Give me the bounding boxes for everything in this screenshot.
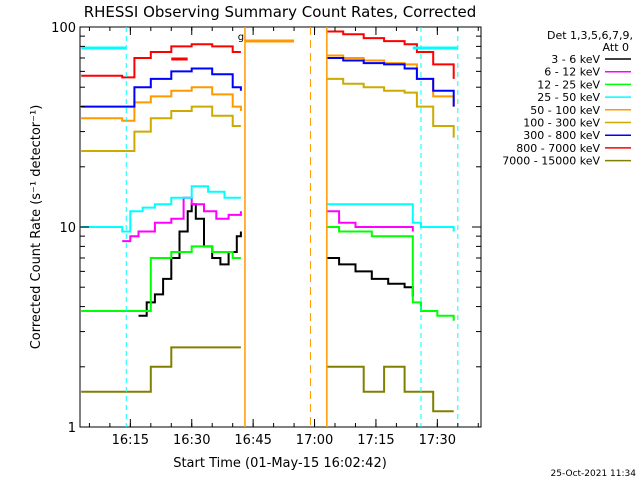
series-line-after-gap-6 <box>326 57 455 107</box>
event-layer: g <box>81 27 459 427</box>
series-layer <box>81 30 455 413</box>
x-tick-label-3: 17:00 <box>296 433 333 448</box>
series-line-7 <box>81 43 241 79</box>
legend-header-line-2: Att 0 <box>603 41 629 54</box>
series-line-3 <box>81 185 241 233</box>
series-line-after-gap-3 <box>326 203 455 232</box>
series-line-0 <box>138 203 242 317</box>
chart-title: RHESSI Observing Summary Count Rates, Co… <box>84 3 477 21</box>
series-line-after-gap-2 <box>326 226 455 321</box>
legend-label-6: 300 - 800 keV <box>523 129 600 142</box>
x-tick-label-5: 17:30 <box>419 433 456 448</box>
series-line-2 <box>81 245 241 312</box>
y-tick-label-1: 10 <box>59 221 76 236</box>
flare-marker: g <box>238 32 244 43</box>
timestamp: 25-Oct-2021 11:34 <box>551 469 637 479</box>
x-axis-label: Start Time (01-May-15 16:02:42) <box>173 456 387 471</box>
series-line-after-gap-4 <box>326 54 455 107</box>
legend-label-0: 3 - 6 keV <box>551 53 600 66</box>
series-line-after-gap-7 <box>326 30 455 79</box>
series-line-after-gap-5 <box>326 77 455 138</box>
series-line-8 <box>81 346 241 393</box>
legend-label-4: 50 - 100 keV <box>530 104 600 117</box>
legend-label-8: 7000 - 15000 keV <box>502 155 600 168</box>
series-line-4 <box>81 86 242 122</box>
x-tick-label-1: 16:30 <box>173 433 210 448</box>
series-line-6 <box>81 67 242 108</box>
x-tick-label-2: 16:45 <box>234 433 271 448</box>
series-line-1 <box>122 196 242 243</box>
x-tick-label-4: 17:15 <box>357 433 394 448</box>
y-tick-label-2: 100 <box>51 21 76 36</box>
x-tick-label-0: 16:15 <box>112 433 149 448</box>
legend-label-1: 6 - 12 keV <box>544 66 600 79</box>
y-axis-label: Corrected Count Rate (s⁻¹ detector⁻¹) <box>29 105 44 350</box>
legend-label-7: 800 - 7000 keV <box>516 142 600 155</box>
series-line-after-gap-1 <box>326 210 414 232</box>
y-tick-label-0: 1 <box>68 421 76 436</box>
series-line-after-gap-8 <box>326 365 454 413</box>
axis-layer: 16:15 16:30 16:45 17:00 17:15 17:30 1 10 100 <box>51 21 481 448</box>
legend-header-line-1: Det 1,3,5,6,7,9, <box>547 29 633 42</box>
series-line-5 <box>81 105 241 152</box>
legend-label-5: 100 - 300 keV <box>523 117 600 130</box>
series-line-after-gap-0 <box>326 257 414 297</box>
legend-label-2: 12 - 25 keV <box>537 78 600 91</box>
legend-label-3: 25 - 50 keV <box>537 91 600 104</box>
